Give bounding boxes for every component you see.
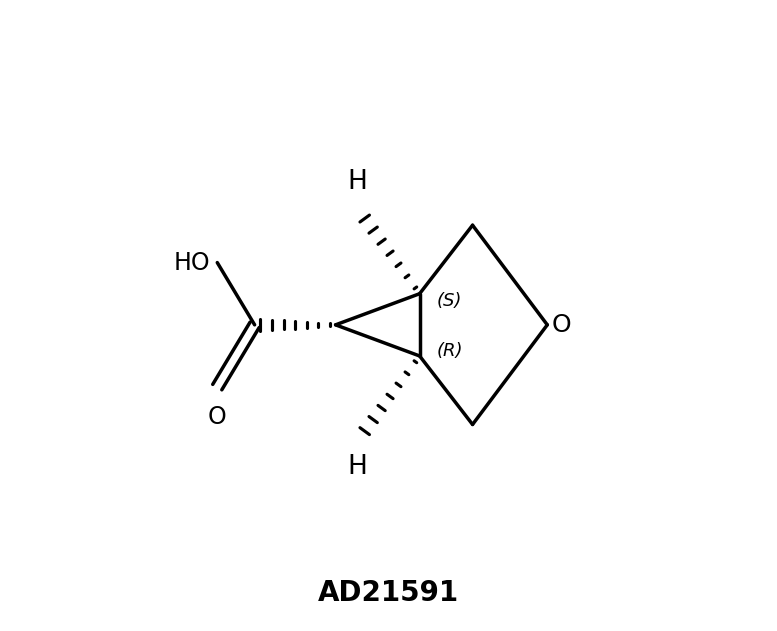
Text: H: H (347, 169, 368, 196)
Text: (S): (S) (437, 292, 462, 310)
Text: AD21591: AD21591 (318, 579, 459, 606)
Text: (R): (R) (437, 342, 464, 360)
Text: HO: HO (173, 251, 210, 274)
Text: H: H (347, 454, 368, 480)
Text: O: O (551, 313, 571, 337)
Text: O: O (208, 404, 227, 428)
